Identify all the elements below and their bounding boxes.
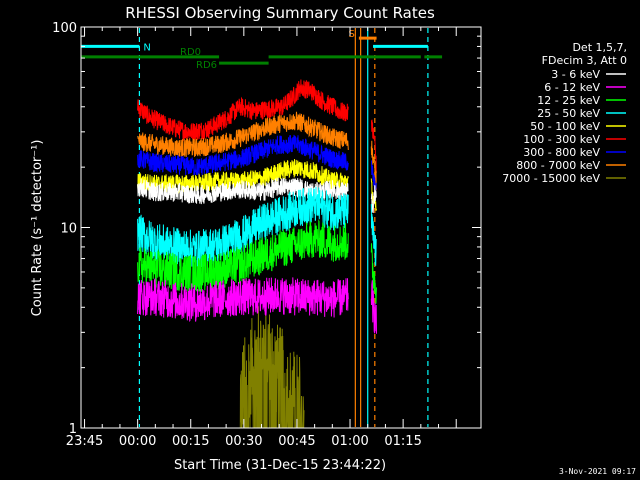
- legend-label-25-50-kev: 25 - 50 keV: [537, 107, 600, 120]
- series-line-300-800-kev-1: [137, 134, 349, 176]
- legend-item-300-800-kev: 300 - 800 keV: [523, 146, 626, 159]
- axes: 1 10 100 23:45 00:00 00:15 00:30 00:45 01:00 01:1…: [52, 21, 482, 449]
- series-6-12-kev: [137, 277, 377, 334]
- legend-header-1: Det 1,5,7,: [572, 41, 627, 54]
- series-line-25-50-kev-1: [137, 186, 349, 268]
- annotation-label-n: N: [143, 42, 150, 53]
- series-line-25-50-kev-2: [370, 204, 377, 266]
- x-tick-label-00-00: 00:00: [119, 434, 156, 449]
- series-7000-15000-kev: [239, 306, 305, 429]
- series-line-12-25-kev-2: [370, 243, 377, 304]
- y-tick-label-10: 10: [60, 222, 77, 237]
- annotation-label-rd0: RD0: [180, 47, 201, 58]
- series-line-3-6-kev-2: [370, 185, 377, 214]
- annotation-label-rd6: RD6: [196, 60, 217, 71]
- legend-item-6-12-kev: 6 - 12 keV: [544, 81, 626, 94]
- series-line-7000-15000-kev-1: [239, 306, 305, 429]
- legend-label-800-7000-kev: 800 - 7000 keV: [516, 159, 600, 172]
- series-25-50-kev: [137, 186, 377, 268]
- x-tick-label-23-45: 23:45: [66, 434, 103, 449]
- legend-item-50-100-kev: 50 - 100 keV: [530, 120, 626, 133]
- chart-title: RHESSI Observing Summary Count Rates: [125, 4, 435, 22]
- legend-label-300-800-kev: 300 - 800 keV: [523, 146, 600, 159]
- series-line-6-12-kev-2: [370, 280, 377, 334]
- legend-label-3-6-kev: 3 - 6 keV: [551, 68, 600, 81]
- series-line-12-25-kev-1: [137, 219, 349, 292]
- legend-label-100-300-kev: 100 - 300 keV: [523, 133, 600, 146]
- series-line-50-100-kev-1: [137, 159, 349, 194]
- legend-label-7000-15000-kev: 7000 - 15000 keV: [502, 172, 600, 185]
- series-12-25-kev: [137, 219, 377, 304]
- legend-header-2: FDecim 3, Att 0: [542, 54, 627, 67]
- legend-label-50-100-kev: 50 - 100 keV: [530, 120, 600, 133]
- legend-item-25-50-kev: 25 - 50 keV: [537, 107, 626, 120]
- x-tick-label-00-30: 00:30: [225, 434, 262, 449]
- x-tick-label-00-15: 00:15: [172, 434, 209, 449]
- legend-item-100-300-kev: 100 - 300 keV: [523, 133, 626, 146]
- series-100-300-kev: [137, 79, 377, 173]
- legend-label-6-12-kev: 6 - 12 keV: [544, 81, 600, 94]
- legend-item-3-6-kev: 3 - 6 keV: [551, 68, 626, 81]
- legend-item-800-7000-kev: 800 - 7000 keV: [516, 159, 626, 172]
- x-axis-label: Start Time (31-Dec-15 23:44:22): [174, 458, 386, 473]
- legend-label-12-25-kev: 12 - 25 keV: [537, 94, 600, 107]
- x-tick-label-01-00: 01:00: [331, 434, 368, 449]
- x-tick-label-00-45: 00:45: [278, 434, 315, 449]
- series-line-800-7000-kev-2: [370, 140, 377, 190]
- y-tick-label-100: 100: [52, 21, 77, 36]
- legend-item-7000-15000-kev: 7000 - 15000 keV: [502, 172, 626, 185]
- y-tick-label-1: 1: [69, 422, 77, 437]
- series-line-6-12-kev-1: [137, 277, 349, 322]
- x-tick-label-01-15: 01:15: [384, 434, 421, 449]
- series-line-100-300-kev-1: [137, 79, 349, 142]
- series-800-7000-kev: [137, 111, 377, 190]
- plot-area: N RD0 RD6 S: [81, 28, 443, 429]
- annotation-label-s: S: [349, 29, 355, 40]
- legend-item-12-25-kev: 12 - 25 keV: [537, 94, 626, 107]
- series-line-100-300-kev-2: [370, 119, 377, 173]
- y-axis-label: Count Rate (s⁻¹ detector⁻¹): [30, 140, 45, 317]
- footer-date: 3-Nov-2021 09:17: [559, 467, 636, 476]
- series-line-800-7000-kev-1: [137, 111, 349, 158]
